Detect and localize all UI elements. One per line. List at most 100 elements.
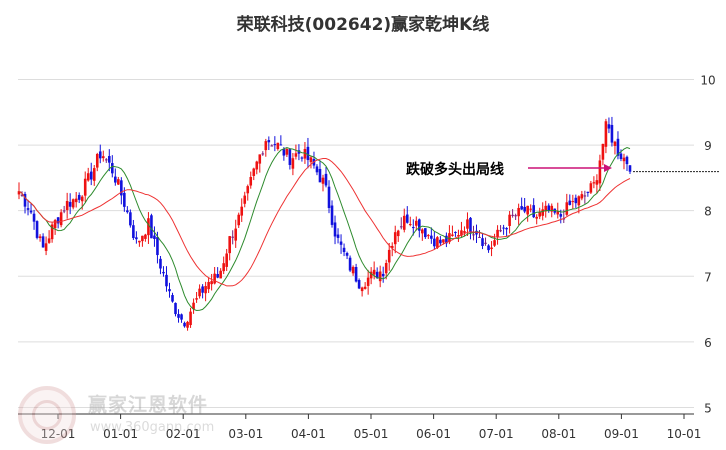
candle-body xyxy=(101,156,105,159)
candle-body xyxy=(625,156,629,165)
candle-body xyxy=(288,149,292,165)
candle-body xyxy=(601,143,605,160)
y-tick-label: 9 xyxy=(704,139,712,153)
candle-body xyxy=(538,212,542,217)
candle-body xyxy=(47,238,51,243)
candle-body xyxy=(535,216,538,219)
candle-body xyxy=(53,220,57,229)
candle-body xyxy=(408,224,412,226)
candle-body xyxy=(297,150,301,154)
candle-body xyxy=(390,245,394,249)
candle-body xyxy=(457,235,460,237)
candle-body xyxy=(607,124,611,129)
candle-body xyxy=(348,257,352,271)
annotation-label: 跌破多头出局线 xyxy=(406,162,504,178)
candle-body xyxy=(129,212,132,226)
candle-body xyxy=(399,226,403,228)
candle-body xyxy=(273,144,277,146)
candle-body xyxy=(354,267,358,282)
candle-body xyxy=(514,215,517,217)
candle-body xyxy=(59,212,63,226)
x-tick-label: 04-01 xyxy=(291,427,326,441)
y-tick-label: 6 xyxy=(704,336,712,350)
candle-body xyxy=(192,302,195,310)
candle-body xyxy=(246,186,250,194)
candle-body xyxy=(520,206,523,210)
candle-body xyxy=(595,180,599,185)
candle-body xyxy=(336,234,340,238)
candle-body xyxy=(165,274,168,287)
candle-body xyxy=(411,227,415,229)
candle-body xyxy=(44,243,48,251)
candle-body xyxy=(378,271,382,282)
candle-body xyxy=(324,173,328,186)
candle-body xyxy=(186,321,189,328)
candle-body xyxy=(270,145,274,147)
candle-body xyxy=(351,266,355,274)
candle-body xyxy=(381,273,385,277)
candle-body xyxy=(38,236,42,239)
candle-body xyxy=(65,200,69,211)
candle-body xyxy=(198,288,201,297)
candle-body xyxy=(574,197,578,204)
candle-body xyxy=(261,153,265,155)
candle-body xyxy=(86,173,90,181)
candle-body xyxy=(544,205,548,212)
candle-body xyxy=(375,271,379,279)
candle-body xyxy=(243,195,247,204)
candle-body xyxy=(493,240,496,246)
candle-body xyxy=(490,247,493,250)
candle-body xyxy=(454,231,457,234)
candle-body xyxy=(180,314,183,320)
candle-body xyxy=(366,277,370,286)
candle-body xyxy=(610,124,614,143)
watermark-logo-icon xyxy=(18,386,76,444)
candle-body xyxy=(83,178,87,196)
candle-body xyxy=(294,153,298,157)
candle-body xyxy=(517,207,520,217)
candle-body xyxy=(571,201,575,203)
candle-body xyxy=(159,258,162,269)
candle-body xyxy=(393,232,397,245)
y-tick-label: 7 xyxy=(704,270,712,284)
candle-body xyxy=(529,208,532,210)
candle-body xyxy=(222,263,225,272)
candle-body xyxy=(415,220,418,226)
candle-body xyxy=(384,263,388,274)
x-tick-label: 05-01 xyxy=(354,427,389,441)
candle-body xyxy=(174,302,177,315)
candle-body xyxy=(249,176,253,186)
chart-title: 荣联科技(002642)赢家乾坤K线 xyxy=(236,15,490,35)
candle-body xyxy=(556,211,560,215)
candle-body xyxy=(466,219,469,229)
candle-body xyxy=(306,146,310,161)
candle-body xyxy=(372,269,376,275)
candle-body xyxy=(210,281,213,285)
candle-body xyxy=(168,289,171,292)
candle-body xyxy=(252,168,256,176)
candle-body xyxy=(276,142,280,150)
candle-body xyxy=(418,219,421,231)
candle-body xyxy=(481,238,484,246)
candle-body xyxy=(189,311,192,326)
x-tick-label: 03-01 xyxy=(228,427,263,441)
candle-body xyxy=(487,245,490,251)
candle-body xyxy=(547,205,551,211)
candle-body xyxy=(619,153,623,160)
candle-body xyxy=(74,198,78,203)
candle-body xyxy=(141,235,144,242)
candle-body xyxy=(439,239,442,244)
candle-body xyxy=(120,180,123,196)
candle-body xyxy=(71,199,75,208)
candle-body xyxy=(26,208,30,210)
candle-body xyxy=(448,233,451,243)
candle-body xyxy=(433,238,436,247)
candle-body xyxy=(117,179,120,185)
candle-body xyxy=(41,236,45,248)
candle-body xyxy=(104,159,108,161)
candle-body xyxy=(95,153,99,168)
candle-body xyxy=(255,161,259,170)
ma-fast-line xyxy=(18,146,631,312)
candle-body xyxy=(171,295,174,302)
candle-body xyxy=(228,236,231,254)
